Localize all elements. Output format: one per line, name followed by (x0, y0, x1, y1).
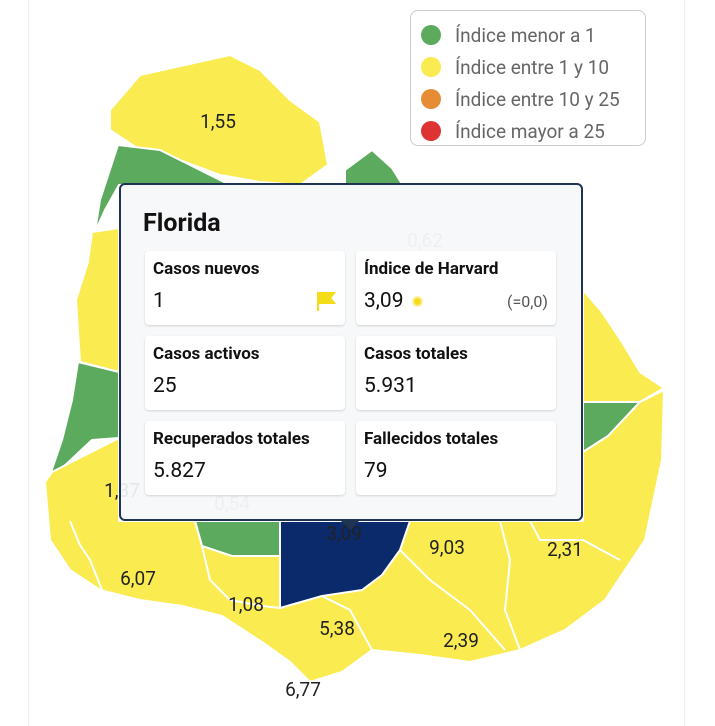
stat-value-row: 5.931 (364, 374, 548, 398)
stat-value: 79 (364, 459, 388, 483)
stat-label: Recuperados totales (153, 429, 310, 449)
stat-value-row: 5.827 (153, 459, 337, 483)
stat-value-row: 3,09 (=0,0) (364, 289, 548, 313)
stat-card: Casos totales 5.931 (356, 336, 556, 410)
region-label: 1,55 (200, 110, 236, 133)
legend-dot (421, 121, 441, 141)
border (321, 595, 373, 651)
stat-value-row: 25 (153, 374, 337, 398)
stat-value: 25 (153, 374, 177, 398)
region[interactable] (344, 149, 403, 185)
stat-card: Fallecidos totales 79 (356, 421, 556, 495)
stat-value: 5.827 (153, 459, 206, 483)
stat-card: Índice de Harvard 3,09 (=0,0) (356, 251, 556, 325)
tooltip: Florida Casos nuevos 1 Índice de Harvard 3,… (119, 183, 583, 521)
region-label: 9,03 (429, 536, 465, 559)
legend-item[interactable]: Índice entre 10 y 25 (421, 83, 645, 115)
frame (28, 0, 685, 726)
legend-dot (421, 25, 441, 45)
legend-label: Índice menor a 1 (455, 23, 596, 47)
region-label: 6,07 (120, 567, 156, 590)
legend-dot (421, 89, 441, 109)
stat-card: Recuperados totales 5.827 (145, 421, 345, 495)
region-label: 2,31 (547, 538, 583, 561)
legend-label: Índice mayor a 25 (455, 119, 605, 143)
stat-label: Casos nuevos (153, 259, 260, 279)
stat-label: Índice de Harvard (364, 259, 499, 279)
legend-label: Índice entre 1 y 10 (455, 55, 610, 79)
stat-value-row: 1 (153, 289, 337, 313)
stat-card: Casos nuevos 1 (145, 251, 345, 325)
stat-value: 3,09 (364, 289, 404, 313)
stat-label: Casos totales (364, 344, 468, 364)
border (194, 520, 281, 609)
region-label: 6,77 (285, 678, 321, 701)
status-dot (411, 295, 423, 307)
stat-value: 5.931 (364, 374, 417, 398)
border (499, 520, 521, 651)
stat-value: 1 (153, 289, 165, 313)
stat-card: Casos activos 25 (145, 336, 345, 410)
region-label: 2,39 (443, 629, 479, 652)
legend-item[interactable]: Índice menor a 1 (421, 19, 645, 51)
border (69, 520, 103, 591)
region-label: 1,08 (228, 593, 264, 616)
stat-label: Casos activos (153, 344, 260, 364)
region-label: 5,38 (319, 617, 355, 640)
tooltip-title: Florida (143, 209, 221, 238)
region[interactable] (279, 520, 411, 609)
legend-item[interactable]: Índice mayor a 25 (421, 115, 645, 147)
border (529, 520, 621, 561)
legend-item[interactable]: Índice entre 1 y 10 (421, 51, 645, 83)
stat-label: Fallecidos totales (364, 429, 499, 449)
legend-dot (421, 57, 441, 77)
legend-label: Índice entre 10 y 25 (455, 87, 620, 111)
stat-note: (=0,0) (507, 291, 548, 311)
stat-value-row: 79 (364, 459, 548, 483)
flag-icon (317, 292, 337, 311)
tooltip-arrow (340, 520, 360, 530)
legend: Índice menor a 1 Índice entre 1 y 10 Índ… (410, 10, 646, 146)
region[interactable] (75, 227, 120, 373)
border (399, 549, 506, 651)
region[interactable] (582, 289, 665, 403)
